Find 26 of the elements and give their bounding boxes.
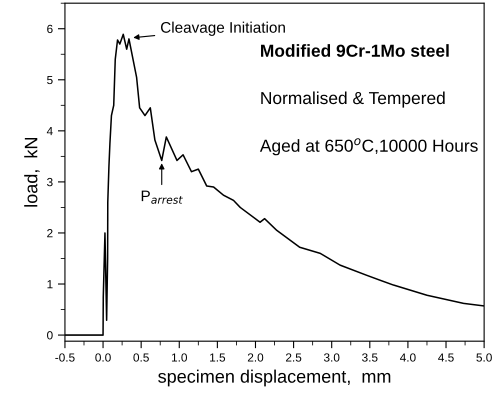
annotation: Aged at 650$^{o}$C,10000 Hours [260, 138, 478, 156]
y-axis-title: load, kN [24, 138, 40, 207]
x-tick-label: 2.5 [286, 353, 302, 362]
x-tick-label: 4.0 [400, 353, 416, 362]
annotation: P$_{arrest}$ [142, 190, 183, 204]
x-axis-title: specimen displacement, mm [158, 370, 390, 386]
x-tick-label: -0.5 [55, 353, 75, 362]
x-tick-label: 4.5 [438, 353, 454, 362]
y-tick-label: 1 [47, 280, 53, 288]
x-tick-label: 1.5 [210, 353, 226, 362]
x-tick-label: 0.5 [133, 353, 149, 362]
x-tick-label: 2.0 [248, 353, 264, 362]
y-tick-label: 0 [47, 331, 53, 340]
x-tick-label: 3.5 [362, 353, 378, 362]
y-tick-label: 3 [47, 178, 53, 186]
x-tick-label: 5.0 [476, 353, 492, 362]
y-tick-label: 4 [46, 127, 53, 136]
x-tick-label: 1.0 [172, 353, 188, 362]
annotation: Modified 9Cr-1Mo steel [261, 44, 449, 57]
annotation: Normalised & Tempered [261, 91, 445, 108]
y-tick-label: 5 [47, 76, 53, 84]
x-tick-label: 3.0 [324, 353, 340, 362]
y-tick-label: 6 [47, 24, 53, 34]
annotation: Cleavage Initiation [160, 22, 285, 36]
y-tick-label: 2 [47, 228, 53, 238]
x-tick-label: 0.0 [95, 353, 111, 362]
